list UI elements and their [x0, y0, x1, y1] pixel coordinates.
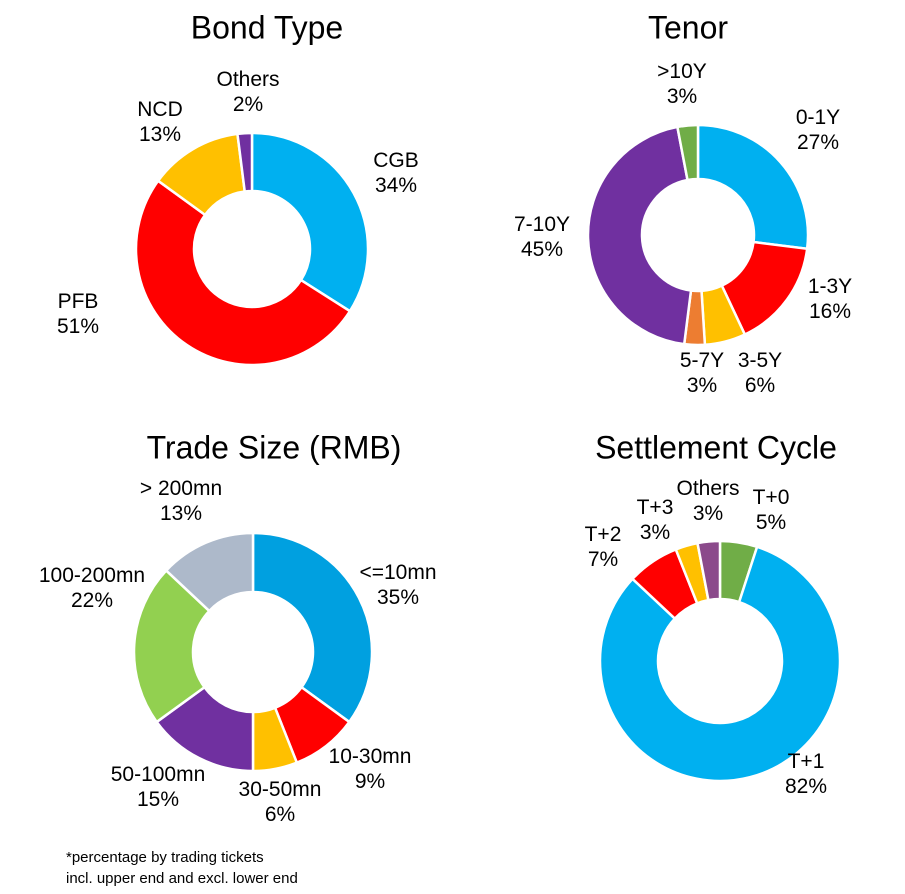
label-name: Others — [216, 68, 279, 91]
slice-200mn — [164, 531, 255, 613]
label-percent: 5% — [756, 511, 786, 534]
data-label-30-50mn: 30-50mn 6% — [239, 778, 322, 826]
label-name: 100-200mn — [39, 564, 145, 587]
label-percent: 13% — [160, 502, 202, 525]
label-name: T+2 — [585, 523, 622, 546]
label-percent: 7% — [588, 548, 618, 571]
label-name: 7-10Y — [514, 213, 570, 236]
label-name: <=10mn — [359, 561, 436, 584]
footnote-line-1: *percentage by trading tickets — [66, 849, 264, 866]
data-label-5-7y: 5-7Y 3% — [680, 349, 724, 397]
data-label-7-10y: 7-10Y 45% — [514, 213, 570, 261]
footnote: *percentage by trading tickets incl. upp… — [66, 847, 298, 889]
data-label-10mn: <=10mn 35% — [359, 561, 436, 609]
label-percent: 9% — [355, 770, 385, 793]
data-label-t-3: T+3 3% — [637, 496, 674, 544]
label-name: T+3 — [637, 496, 674, 519]
slice-10y — [675, 123, 700, 182]
label-percent: 34% — [375, 174, 417, 197]
label-percent: 2% — [233, 93, 263, 116]
label-percent: 3% — [687, 374, 717, 397]
data-label-t-2: T+2 7% — [585, 523, 622, 571]
chart-title: Bond Type — [191, 9, 343, 45]
data-label-pfb: PFB 51% — [57, 290, 99, 338]
data-label-t-0: T+0 5% — [753, 486, 790, 534]
label-percent: 45% — [521, 238, 563, 261]
label-percent: 3% — [693, 502, 723, 525]
label-name: 10-30mn — [329, 745, 412, 768]
label-percent: 3% — [667, 85, 697, 108]
data-label-others: Others 3% — [676, 477, 739, 525]
label-percent: 22% — [71, 589, 113, 612]
label-name: NCD — [137, 98, 183, 121]
slice-others — [236, 131, 254, 193]
data-label-10-30mn: 10-30mn 9% — [329, 745, 412, 793]
data-label-others: Others 2% — [216, 68, 279, 116]
chart-title: Tenor — [648, 9, 728, 45]
label-percent: 16% — [809, 300, 851, 323]
data-label-0-1y: 0-1Y 27% — [796, 106, 840, 154]
footnote-line-2: incl. upper end and excl. lower end — [66, 870, 298, 887]
slice-others — [696, 539, 722, 602]
data-label-ncd: NCD 13% — [137, 98, 183, 146]
chart-trade-size: Trade Size (RMB)<=10mn 35%10-30mn 9%30-50m… — [39, 429, 437, 826]
label-percent: 27% — [797, 131, 839, 154]
data-label-100-200mn: 100-200mn 22% — [39, 564, 145, 612]
label-name: Others — [676, 477, 739, 500]
chart-title: Trade Size (RMB) — [147, 429, 402, 465]
label-name: CGB — [373, 149, 419, 172]
data-label-10y: >10Y 3% — [657, 60, 707, 108]
label-percent: 3% — [640, 521, 670, 544]
data-label-3-5y: 3-5Y 6% — [738, 349, 782, 397]
label-name: T+0 — [753, 486, 790, 509]
data-label-200mn: > 200mn 13% — [140, 477, 222, 525]
data-label-t-1: T+1 82% — [785, 750, 827, 798]
label-name: 5-7Y — [680, 349, 724, 372]
label-percent: 6% — [745, 374, 775, 397]
label-name: 1-3Y — [808, 275, 852, 298]
label-percent: 82% — [785, 775, 827, 798]
data-label-50-100mn: 50-100mn 15% — [111, 763, 206, 811]
label-name: PFB — [58, 290, 99, 313]
label-percent: 35% — [377, 586, 419, 609]
label-name: >10Y — [657, 60, 707, 83]
slice-10mn — [251, 531, 374, 724]
slice-7-10y — [586, 125, 693, 346]
label-name: 50-100mn — [111, 763, 206, 786]
label-name: T+1 — [788, 750, 825, 773]
label-percent: 51% — [57, 315, 99, 338]
label-name: 30-50mn — [239, 778, 322, 801]
slice-100-200mn — [132, 568, 212, 724]
slice-pfb — [134, 179, 352, 367]
label-name: > 200mn — [140, 477, 222, 500]
data-label-cgb: CGB 34% — [373, 149, 419, 197]
slice-0-1y — [696, 123, 810, 251]
slice-cgb — [250, 131, 370, 313]
label-percent: 15% — [137, 788, 179, 811]
chart-bond-type: Bond Type CGB 34% PFB 51% NCD 13% Others 2% — [57, 9, 419, 367]
label-name: 0-1Y — [796, 106, 840, 129]
label-name: 3-5Y — [738, 349, 782, 372]
chart-title: Settlement Cycle — [595, 429, 837, 465]
label-percent: 13% — [139, 123, 181, 146]
label-percent: 6% — [265, 803, 295, 826]
data-label-1-3y: 1-3Y 16% — [808, 275, 852, 323]
